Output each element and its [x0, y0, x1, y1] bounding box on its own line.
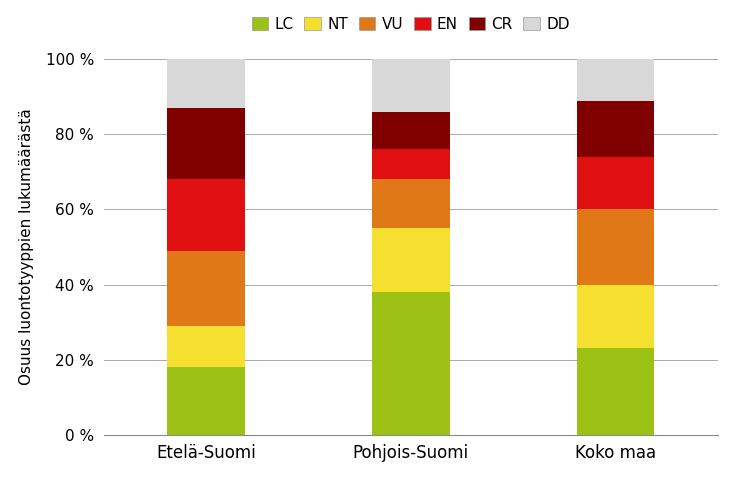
Bar — [576, 209, 654, 285]
Bar — [167, 108, 245, 179]
Legend: LC, NT, VU, EN, CR, DD: LC, NT, VU, EN, CR, DD — [246, 10, 576, 38]
Bar — [576, 101, 654, 157]
Bar — [371, 112, 450, 149]
Bar — [576, 285, 654, 348]
Bar — [371, 179, 450, 228]
Y-axis label: Osuus luontotyyppien lukumäärästä: Osuus luontotyyppien lukumäärästä — [19, 109, 34, 385]
Bar — [167, 179, 245, 251]
Bar — [371, 292, 450, 435]
Bar — [576, 348, 654, 435]
Bar — [576, 59, 654, 101]
Bar — [167, 326, 245, 367]
Bar — [167, 251, 245, 326]
Bar — [371, 149, 450, 179]
Bar — [371, 59, 450, 112]
Bar — [167, 59, 245, 108]
Bar — [371, 228, 450, 292]
Bar — [167, 367, 245, 435]
Bar — [576, 157, 654, 209]
